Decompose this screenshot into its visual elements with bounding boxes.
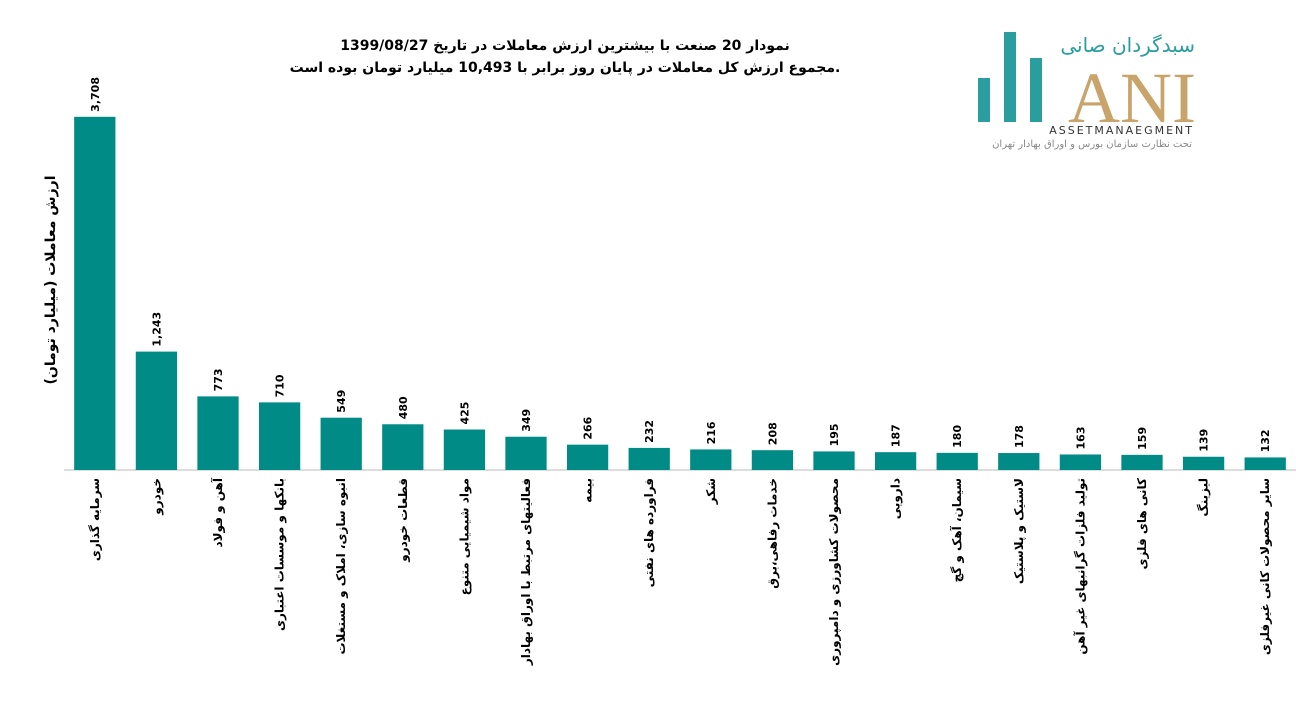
x-tick-label: مواد شیمیایی متنوع <box>457 478 472 595</box>
value-label: 132 <box>1259 429 1272 452</box>
bar <box>690 449 732 470</box>
bar <box>505 436 547 470</box>
bar <box>813 451 855 470</box>
logo-mark: ANI <box>1068 58 1196 138</box>
x-tick-label: دارویی <box>889 478 904 519</box>
logo-note: تحت نظارت سازمان بورس و اوراق بهادار تهر… <box>992 139 1192 150</box>
x-tick-label: سرمایه گذاری <box>88 478 102 561</box>
chart-subtitle: مجموع ارزش کل معاملات در پایان روز برابر… <box>290 60 841 76</box>
bar <box>1244 457 1286 470</box>
bar <box>566 444 609 470</box>
logo: سبدگردان صانی ANI ASSETMANAEGMENT تحت نظ… <box>978 32 1196 150</box>
bar <box>197 396 239 470</box>
bar <box>1182 456 1225 470</box>
value-label: 159 <box>1136 427 1149 450</box>
value-label: 163 <box>1074 427 1087 450</box>
value-label: 1,243 <box>150 312 163 347</box>
value-label: 425 <box>458 402 471 425</box>
chart-title: نمودار 20 صنعت با بیشترین ارزش معاملات د… <box>340 38 790 54</box>
x-tick-label: کانی های فلزی <box>1135 478 1149 570</box>
bar <box>628 447 670 470</box>
value-label: 480 <box>397 396 410 419</box>
bar <box>1121 454 1163 470</box>
x-tick-label: فراورده های نفتی <box>642 478 657 587</box>
x-tick-label: سایر محصولات کانی غیرفلزی <box>1258 478 1273 655</box>
value-label: 266 <box>582 416 595 439</box>
y-axis-label: ارزش معاملات (میلیارد تومان) <box>43 175 59 384</box>
value-label: 139 <box>1198 429 1211 452</box>
value-label: 773 <box>212 368 225 391</box>
value-label: 178 <box>1013 425 1026 448</box>
value-label: 232 <box>643 420 656 443</box>
value-label: 710 <box>274 374 287 397</box>
value-label: 216 <box>705 421 718 444</box>
x-tick-label: خودرو <box>149 478 164 516</box>
logo-bar <box>1030 58 1042 122</box>
x-tick-label: فعالیتهای مرتبط با اوراق بهادار <box>519 478 534 666</box>
bar <box>258 402 301 470</box>
bar <box>1059 454 1102 470</box>
x-tick-label: قطعات خودرو <box>396 478 411 563</box>
x-tick-label: سیمان، آهک و گچ <box>949 478 965 582</box>
x-tick-label: شکر <box>704 478 718 505</box>
logo-bar <box>978 78 990 122</box>
bar <box>998 453 1040 470</box>
value-label: 180 <box>951 425 964 448</box>
value-label: 3,708 <box>89 77 102 112</box>
x-tick-label: آهن و فولاد <box>210 477 226 547</box>
value-label: 208 <box>766 422 779 445</box>
x-tick-label: بیمه <box>581 478 595 503</box>
logo-english: ASSETMANAEGMENT <box>1049 124 1194 137</box>
logo-bar <box>1004 32 1016 122</box>
x-tick-label: خدمات رفاهی،برق <box>765 478 779 589</box>
x-tick-label: بانکها و موسسات اعتباری <box>273 478 288 631</box>
logo-name: سبدگردان صانی <box>1060 33 1195 57</box>
bar <box>874 452 917 470</box>
x-tick-label: تولید فلزات گرانبهای غیر آهن <box>1072 478 1088 655</box>
value-label: 195 <box>828 423 841 446</box>
bar <box>936 452 978 470</box>
value-label: 549 <box>335 390 348 413</box>
x-tick-label: لاستیک و پلاستیک <box>1012 478 1027 584</box>
value-label: 187 <box>890 424 903 447</box>
x-tick-label: محصولات کشاورزی و دامپروری <box>827 478 842 666</box>
value-label: 349 <box>520 409 533 432</box>
bar <box>382 424 424 470</box>
bar <box>74 116 116 471</box>
bar <box>751 450 794 470</box>
bar <box>443 429 486 470</box>
bar <box>135 351 178 470</box>
x-tick-label: لیزینگ <box>1197 478 1211 517</box>
bar <box>320 417 362 470</box>
x-tick-label: انبوه سازی، املاک و مستغلات <box>334 478 349 655</box>
